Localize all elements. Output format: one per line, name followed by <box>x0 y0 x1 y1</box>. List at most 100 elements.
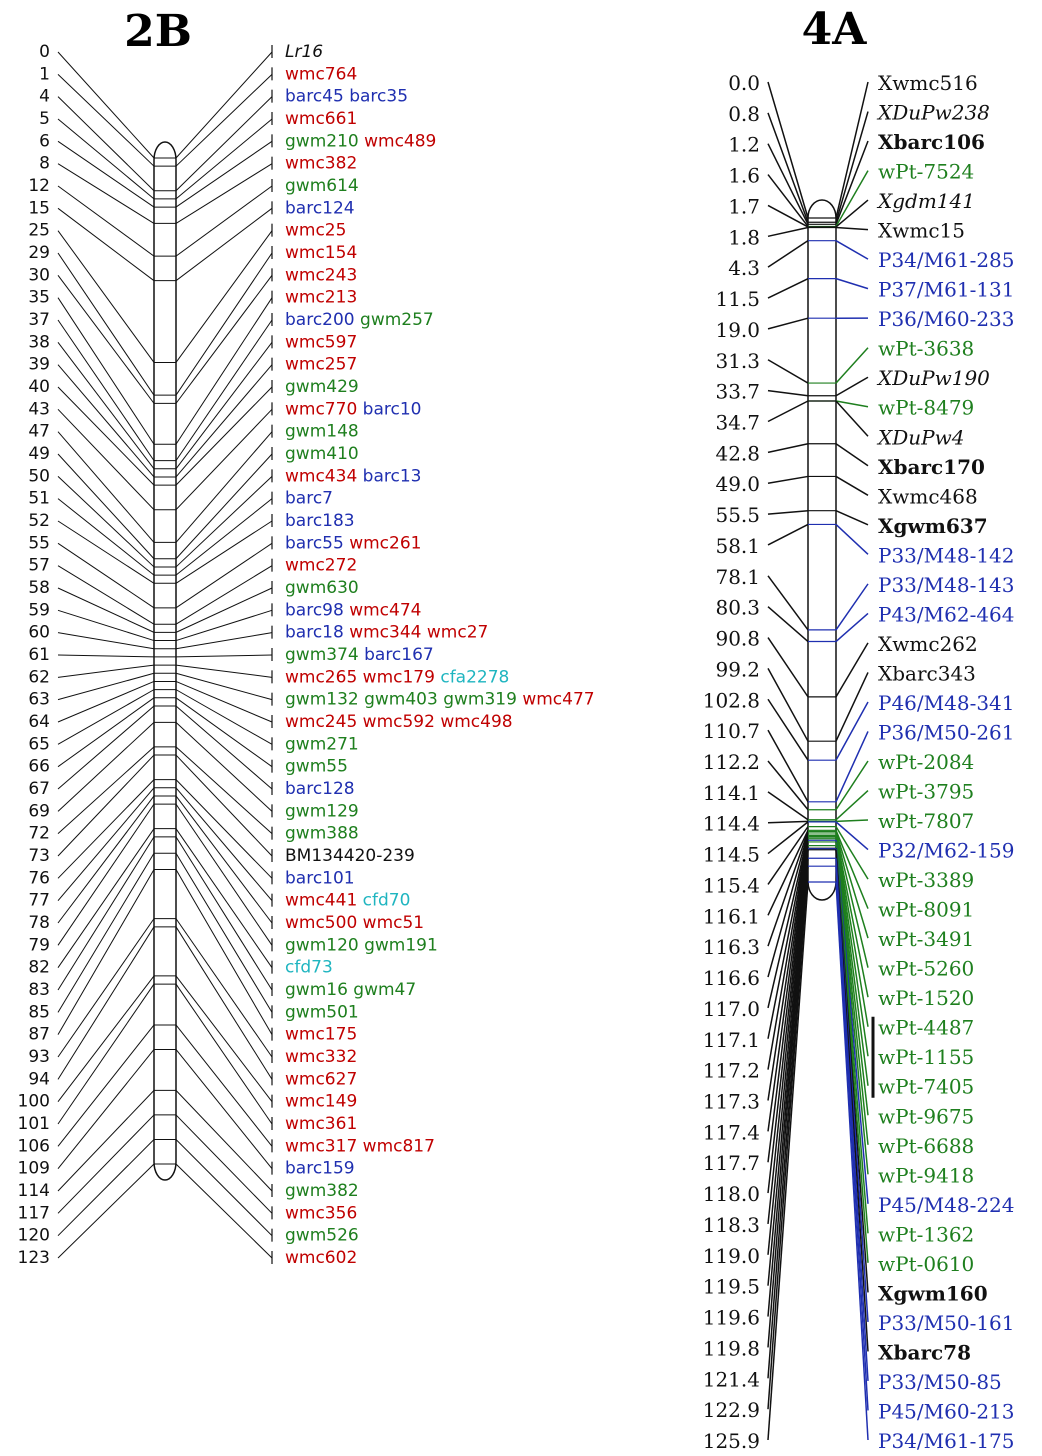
marker-row-2b: 69 gwm129 <box>28 721 359 821</box>
connector-left <box>767 606 809 643</box>
connector-left <box>57 779 155 879</box>
marker-label-2b: gwm526 <box>285 1226 359 1246</box>
marker-row-4a: P46/M48-341 <box>808 691 1015 761</box>
map-position-4a: 117.1 <box>703 1028 760 1052</box>
marker-label-4a: P33/M48-142 <box>878 543 1015 567</box>
marker-label-2b: barc183 <box>285 511 355 531</box>
marker-row-4a: P34/M61-285 <box>808 240 1015 272</box>
map-position-2b: 63 <box>28 690 50 710</box>
map-position-2b: 72 <box>28 824 50 844</box>
map-position-2b: 60 <box>28 623 50 643</box>
marker-label-2b: gwm429 <box>285 377 359 397</box>
connector-left <box>57 386 155 486</box>
marker-label-2b: gwm16 gwm47 <box>285 980 416 1000</box>
map-position-4a: 114.5 <box>703 843 760 867</box>
connector-right <box>175 1114 273 1214</box>
marker-name: gwm120 <box>285 935 359 955</box>
connector-left <box>57 1114 155 1214</box>
marker-name: wmc245 <box>285 712 357 732</box>
marker-row-4a: wPt-5260 <box>808 832 974 981</box>
position-row-4a: 117.0 <box>703 834 809 1021</box>
map-position-4a: 119.5 <box>703 1275 760 1299</box>
connector-left <box>57 689 155 745</box>
position-row-4a: 122.9 <box>703 866 809 1422</box>
marker-name: wmc477 <box>517 690 595 710</box>
connector-left <box>767 698 809 761</box>
marker-label-4a: wPt-3491 <box>878 927 974 951</box>
map-position-4a: 125.9 <box>703 1429 760 1453</box>
marker-row-2b: 73 BM134420-239 <box>28 754 415 866</box>
connector-left <box>57 319 155 461</box>
connector-left <box>57 803 155 946</box>
marker-label-2b: wmc332 <box>285 1047 357 1067</box>
marker-name: wmc332 <box>285 1047 357 1067</box>
map-position-4a: 116.6 <box>703 966 760 990</box>
marker-row-2b: 67 barc128 <box>28 705 355 799</box>
marker-name: BM134420-239 <box>285 846 415 866</box>
connector-right <box>835 881 869 1441</box>
marker-name: wmc261 <box>344 533 422 553</box>
map-position-2b: 83 <box>28 980 50 1000</box>
marker-label-4a: P33/M48-143 <box>878 573 1015 597</box>
marker-name: gwm388 <box>285 824 359 844</box>
position-row-4a: 117.2 <box>703 835 809 1083</box>
connector-left <box>57 73 155 167</box>
map-position-4a: 1.8 <box>728 225 760 249</box>
map-position-4a: 49.0 <box>715 472 760 496</box>
connector-left <box>57 632 155 650</box>
marker-name: gwm403 <box>359 690 438 710</box>
map-position-4a: 116.1 <box>703 904 760 928</box>
connector-right <box>175 795 273 924</box>
map-position-4a: 116.3 <box>703 935 760 959</box>
marker-row-4a: wPt-3389 <box>808 826 974 892</box>
marker-row-2b: 87 wmc175 <box>28 869 357 1045</box>
map-position-2b: 73 <box>28 846 50 866</box>
marker-label-2b: gwm132 gwm403 gwm319 wmc477 <box>285 690 595 710</box>
position-row-4a: 114.5 <box>703 821 809 867</box>
marker-row-4a: Xbarc106 <box>808 130 985 225</box>
marker-name: gwm132 <box>285 690 359 710</box>
connector-left <box>767 820 809 824</box>
map-position-2b: 114 <box>18 1181 50 1201</box>
connector-right <box>175 408 273 511</box>
connector-right <box>175 319 273 461</box>
map-position-2b: 12 <box>28 176 50 196</box>
marker-label-2b: Lr16 <box>285 42 323 62</box>
connector-left <box>57 680 155 723</box>
connector-left <box>57 672 155 701</box>
connector-left <box>57 609 155 642</box>
map-position-4a: 0.8 <box>728 102 760 126</box>
position-row-4a: 110.7 <box>703 719 809 803</box>
position-row-4a: 125.9 <box>703 881 809 1453</box>
connector-right <box>175 697 273 768</box>
map-position-4a: 117.0 <box>703 997 760 1021</box>
map-position-4a: 114.1 <box>703 781 760 805</box>
connector-left <box>767 849 809 1348</box>
marker-row-4a: Xbarc170 <box>808 443 985 479</box>
connector-right <box>175 207 273 282</box>
connector-left <box>767 112 809 223</box>
marker-label-4a: wPt-3389 <box>878 868 974 892</box>
position-row-4a: 78.1 <box>715 565 809 631</box>
marker-label-2b: wmc627 <box>285 1069 357 1089</box>
connector-left <box>767 204 809 228</box>
position-row-4a: 116.3 <box>703 831 809 959</box>
marker-name: wmc257 <box>285 355 357 375</box>
marker-label-2b: wmc361 <box>285 1114 357 1134</box>
marker-row-2b: 120 gwm526 <box>18 1138 359 1246</box>
connector-right <box>835 475 869 496</box>
marker-name: wmc602 <box>285 1248 357 1268</box>
connector-right <box>175 73 273 167</box>
connector-left <box>57 918 155 1058</box>
marker-row-4a: P33/M48-142 <box>808 523 1015 567</box>
map-position-4a: 0.0 <box>728 71 760 95</box>
connector-right <box>835 277 869 290</box>
marker-row-2b: 83 gwm16 gwm47 <box>28 836 416 1000</box>
marker-row-2b: 114 gwm382 <box>18 1089 359 1201</box>
connector-right <box>175 118 273 200</box>
marker-name: wmc51 <box>357 913 424 933</box>
position-row-4a: 33.7 <box>715 380 809 404</box>
marker-label-4a: wPt-0610 <box>878 1252 974 1276</box>
marker-row-4a: P45/M60-213 <box>808 865 1015 1423</box>
connector-left <box>767 836 809 1101</box>
